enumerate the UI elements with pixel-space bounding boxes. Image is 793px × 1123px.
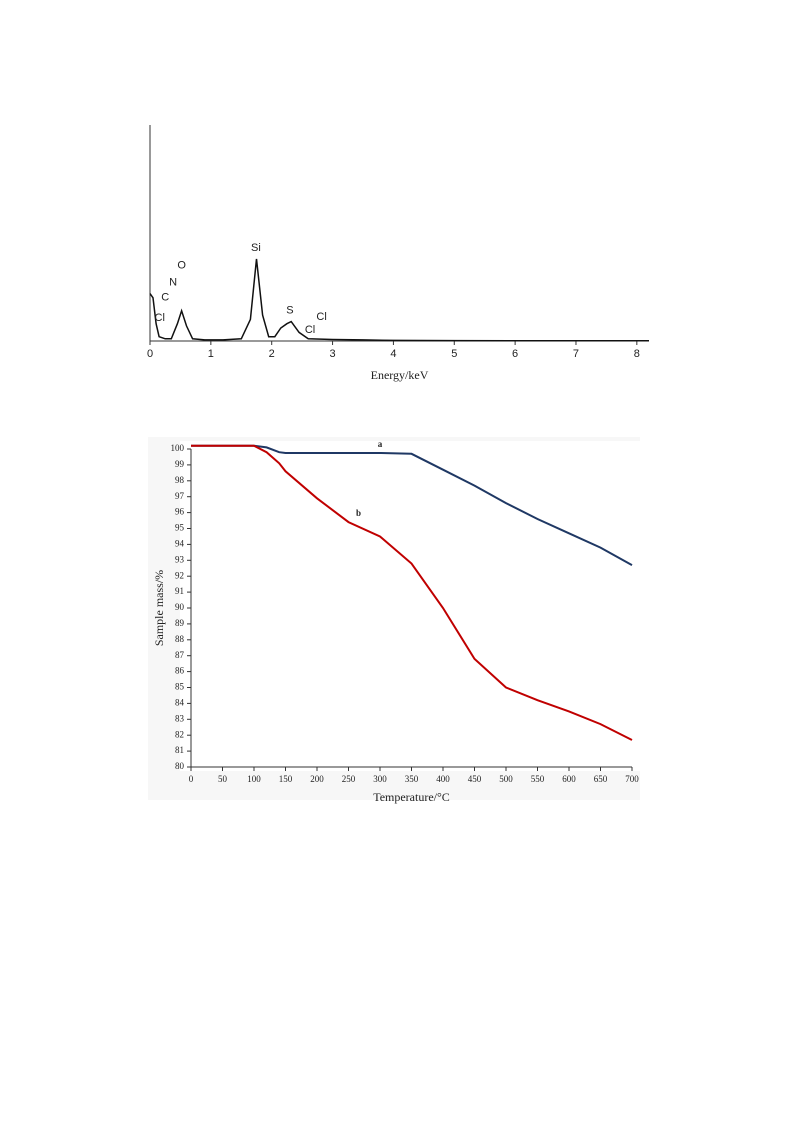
series-label: a — [378, 439, 383, 449]
x-tick-label: 8 — [634, 348, 640, 360]
series-line — [191, 444, 633, 566]
x-tick-label: 6 — [512, 348, 518, 360]
x-tick-label: 5 — [451, 348, 457, 360]
y-tick-label: 89 — [175, 618, 185, 628]
x-tick-label: 550 — [531, 774, 545, 784]
peak-label: C — [161, 292, 169, 304]
y-tick-label: 87 — [175, 650, 185, 660]
x-tick-label: 450 — [468, 774, 482, 784]
y-tick-label: 94 — [175, 538, 185, 548]
y-tick-label: 100 — [171, 443, 185, 453]
y-tick-label: 99 — [175, 459, 185, 469]
x-tick-label: 1 — [208, 348, 214, 360]
x-tick-label: 2 — [269, 348, 275, 360]
peak-label: Cl — [155, 312, 165, 324]
x-tick-label: 0 — [189, 774, 194, 784]
peak-label: Si — [251, 242, 261, 254]
spectrum-line — [149, 258, 649, 342]
x-tick-label: 350 — [405, 774, 419, 784]
y-tick-label: 92 — [175, 570, 184, 580]
series-label: b — [356, 508, 361, 518]
plot-background — [180, 441, 640, 771]
y-tick-label: 97 — [175, 491, 185, 501]
y-tick-label: 86 — [175, 666, 185, 676]
y-tick-label: 98 — [175, 475, 185, 485]
y-tick-label: 96 — [175, 507, 185, 517]
x-tick-label: 3 — [329, 348, 335, 360]
x-tick-label: 200 — [310, 774, 324, 784]
y-tick-label: 80 — [175, 761, 185, 771]
x-axis-label: Temperature/°C — [373, 790, 450, 804]
x-tick-label: 7 — [573, 348, 579, 360]
y-tick-label: 81 — [175, 745, 184, 755]
x-tick-label: 50 — [218, 774, 228, 784]
x-tick-label: 700 — [625, 774, 639, 784]
y-tick-label: 95 — [175, 523, 185, 533]
peak-label: O — [177, 259, 186, 271]
x-axis-label: Energy/keV — [371, 368, 429, 382]
y-tick-label: 90 — [175, 602, 185, 612]
series-line — [191, 444, 633, 741]
peak-label: Cl — [316, 311, 326, 323]
x-tick-label: 300 — [373, 774, 387, 784]
x-tick-label: 500 — [499, 774, 513, 784]
x-tick-label: 4 — [390, 348, 396, 360]
y-tick-label: 83 — [175, 713, 185, 723]
x-tick-label: 400 — [436, 774, 450, 784]
x-tick-label: 0 — [147, 348, 153, 360]
x-tick-label: 150 — [279, 774, 293, 784]
y-tick-label: 91 — [175, 586, 184, 596]
y-tick-label: 84 — [175, 697, 185, 707]
x-tick-label: 100 — [247, 774, 261, 784]
y-tick-label: 93 — [175, 554, 185, 564]
x-tick-label: 600 — [562, 774, 576, 784]
peak-label: S — [286, 305, 293, 317]
y-tick-label: 82 — [175, 729, 184, 739]
y-axis-label: Sample mass/% — [152, 570, 166, 646]
x-tick-label: 250 — [342, 774, 356, 784]
x-tick-label: 650 — [594, 774, 608, 784]
y-tick-label: 88 — [175, 634, 185, 644]
y-tick-label: 85 — [175, 682, 185, 692]
peak-label: Cl — [305, 324, 315, 336]
peak-label: N — [169, 277, 177, 289]
